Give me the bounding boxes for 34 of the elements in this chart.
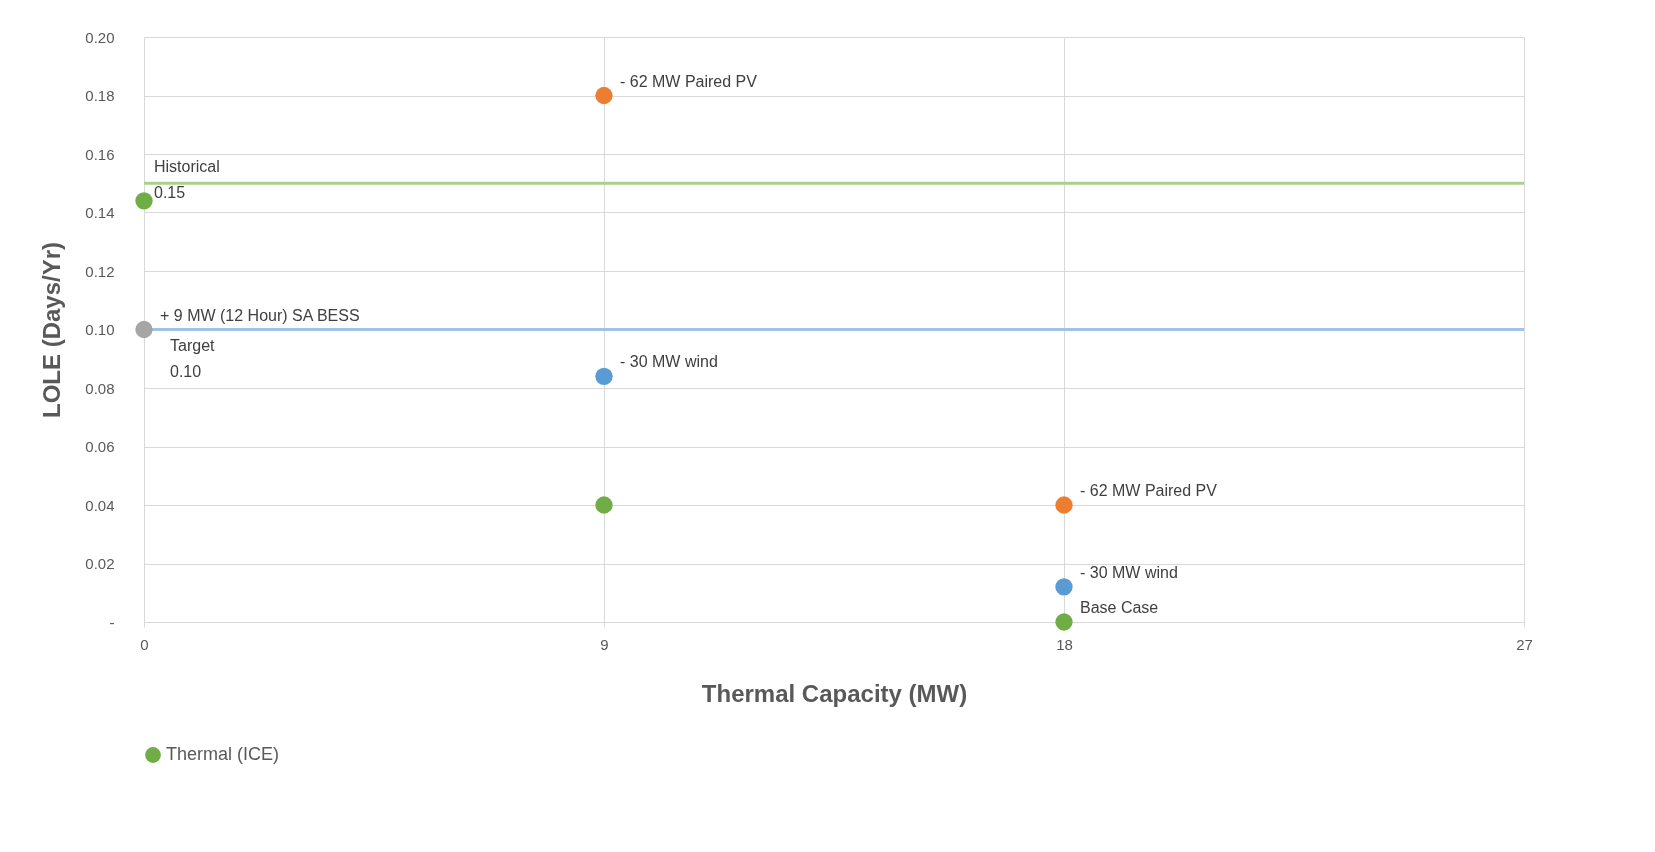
point — [1055, 613, 1073, 631]
x-tick-label: 0 — [140, 635, 149, 653]
y-tick-label: 0.18 — [85, 87, 115, 104]
y-tick-label: 0.14 — [85, 204, 115, 221]
point — [595, 496, 613, 514]
y-tick-label: 0.02 — [85, 555, 115, 572]
y-tick-label: 0.04 — [85, 496, 115, 514]
annotation: - 62 MW Paired PV — [1080, 482, 1218, 499]
point — [1055, 578, 1073, 596]
ref-line-label: Target 0.10 — [170, 336, 216, 380]
y-axis-title: LOLE (Days/Yr) — [38, 241, 66, 419]
y-tick-label: 0.12 — [85, 262, 115, 280]
x-tick-label: 9 — [600, 635, 609, 653]
y-tick-label: 0.10 — [85, 321, 115, 338]
y-tick-label: 0.16 — [85, 145, 115, 163]
legend-label: Thermal (ICE) — [166, 744, 280, 764]
annotation: - 62 MW Paired PV — [620, 72, 758, 90]
y-tick-label: - — [109, 613, 115, 631]
point — [595, 86, 613, 105]
annotation: Base Case — [1080, 599, 1159, 616]
point — [595, 367, 613, 385]
x-tick-label: 27 — [1516, 635, 1533, 653]
annotation: + 9 MW (12 Hour) SA BESS — [160, 306, 360, 324]
x-tick-label: 18 — [1056, 635, 1073, 653]
y-tick-label: 0.06 — [85, 438, 115, 455]
y-tick-label: 0.20 — [85, 28, 115, 46]
annotation: - 30 MW wind — [1080, 563, 1178, 581]
point — [1055, 496, 1073, 514]
x-axis-title: Thermal Capacity (MW) — [701, 679, 968, 707]
point — [135, 320, 153, 339]
y-tick-label: 0.08 — [85, 379, 115, 397]
point — [135, 192, 153, 210]
annotation: - 30 MW wind — [620, 353, 718, 371]
ref-line-label: Historical 0.15 — [154, 158, 220, 202]
